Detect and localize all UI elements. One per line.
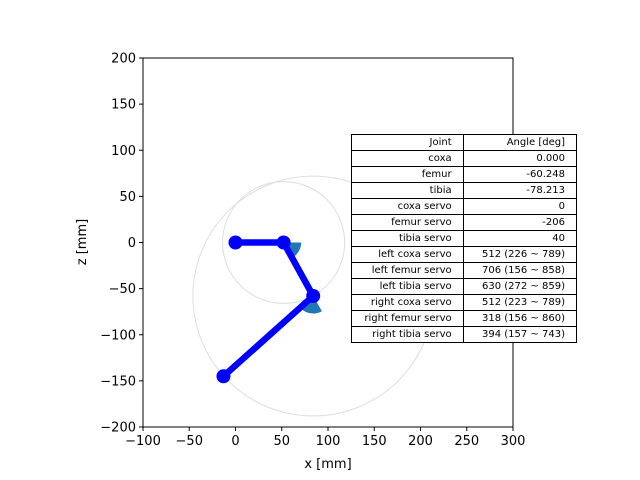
leg-line — [221, 239, 317, 379]
table-row: right femur servo 318 (156 ~ 860) — [351, 310, 578, 327]
table-row: coxa servo 0 — [351, 198, 578, 215]
y-tick-label: 150 — [111, 98, 136, 113]
angle-value-cell: 0.000 — [462, 150, 578, 167]
joint-angle-wedge — [300, 296, 322, 314]
joint-name-cell: tibia — [351, 182, 464, 199]
y-tick-label: −100 — [100, 328, 136, 343]
table-header-cell: Angle [deg] — [462, 134, 578, 151]
y-tick-label: −50 — [109, 282, 136, 297]
x-tick-label: 200 — [408, 434, 433, 449]
joint-marker — [228, 235, 243, 250]
y-tick-label: 200 — [111, 52, 136, 67]
table-header-cell: Joint — [351, 134, 464, 151]
joint-name-cell: coxa servo — [351, 198, 464, 215]
leg-links — [216, 235, 321, 384]
x-tick-label: 100 — [316, 434, 341, 449]
table-row: left femur servo 706 (156 ~ 858) — [351, 262, 578, 279]
angle-value-cell: 0 — [462, 198, 578, 215]
joint-name-cell: right tibia servo — [351, 326, 464, 343]
x-tick-label: 0 — [231, 434, 239, 449]
y-tick-label: 100 — [111, 144, 136, 159]
joint-name-cell: right femur servo — [351, 310, 464, 327]
joint-angle-table: Joint Angle [deg] coxa 0.000 femur -60.248 tib… — [351, 134, 578, 343]
table-header-row: Joint Angle [deg] — [351, 134, 578, 151]
table-row: right tibia servo 394 (157 ~ 743) — [351, 326, 578, 343]
angle-value-cell: -206 — [462, 214, 578, 231]
reach-circle — [222, 181, 346, 304]
angle-value-cell: 318 (156 ~ 860) — [462, 310, 578, 327]
x-axis-label: x [mm] — [304, 457, 351, 472]
x-axis-ticks: −100 −50 0 50 100 150 200 250 300 — [125, 427, 525, 449]
y-tick-label: 50 — [119, 190, 136, 205]
angle-value-cell: -60.248 — [462, 166, 578, 183]
joint-name-cell: left tibia servo — [351, 278, 464, 295]
table-row: left coxa servo 512 (226 ~ 789) — [351, 246, 578, 263]
x-tick-label: 150 — [362, 434, 387, 449]
table-row: tibia -78.213 — [351, 182, 578, 199]
x-tick-label: −50 — [176, 434, 203, 449]
angle-value-cell: 512 (226 ~ 789) — [462, 246, 578, 263]
angle-value-cell: 40 — [462, 230, 578, 247]
angle-value-cell: 394 (157 ~ 743) — [462, 326, 578, 343]
y-tick-label: −200 — [100, 421, 136, 436]
table-row: coxa 0.000 — [351, 150, 578, 167]
y-tick-label: 0 — [128, 236, 136, 251]
angle-value-cell: 706 (156 ~ 858) — [462, 262, 578, 279]
x-tick-label: −100 — [125, 434, 161, 449]
x-tick-label: 250 — [454, 434, 479, 449]
joint-name-cell: left coxa servo — [351, 246, 464, 263]
joint-name-cell: femur servo — [351, 214, 464, 231]
joint-name-cell: femur — [351, 166, 464, 183]
angle-value-cell: -78.213 — [462, 182, 578, 199]
joint-name-cell: right coxa servo — [351, 294, 464, 311]
table-row: tibia servo 40 — [351, 230, 578, 247]
angle-value-cell: 512 (223 ~ 789) — [462, 294, 578, 311]
y-axis-label: z [mm] — [75, 219, 90, 265]
y-axis-ticks: −200 −150 −100 −50 0 50 100 150 200 — [100, 52, 143, 436]
y-tick-label: −150 — [100, 374, 136, 389]
table-row: femur -60.248 — [351, 166, 578, 183]
joint-marker — [306, 289, 321, 304]
joint-name-cell: left femur servo — [351, 262, 464, 279]
table-row: femur servo -206 — [351, 214, 578, 231]
table-row: right coxa servo 512 (223 ~ 789) — [351, 294, 578, 311]
angle-value-cell: 630 (272 ~ 859) — [462, 278, 578, 295]
x-tick-label: 50 — [273, 434, 290, 449]
x-tick-label: 300 — [501, 434, 526, 449]
table-row: left tibia servo 630 (272 ~ 859) — [351, 278, 578, 295]
joint-name-cell: tibia servo — [351, 230, 464, 247]
joint-marker — [276, 235, 291, 250]
joint-name-cell: coxa — [351, 150, 464, 167]
joint-marker — [216, 369, 231, 384]
